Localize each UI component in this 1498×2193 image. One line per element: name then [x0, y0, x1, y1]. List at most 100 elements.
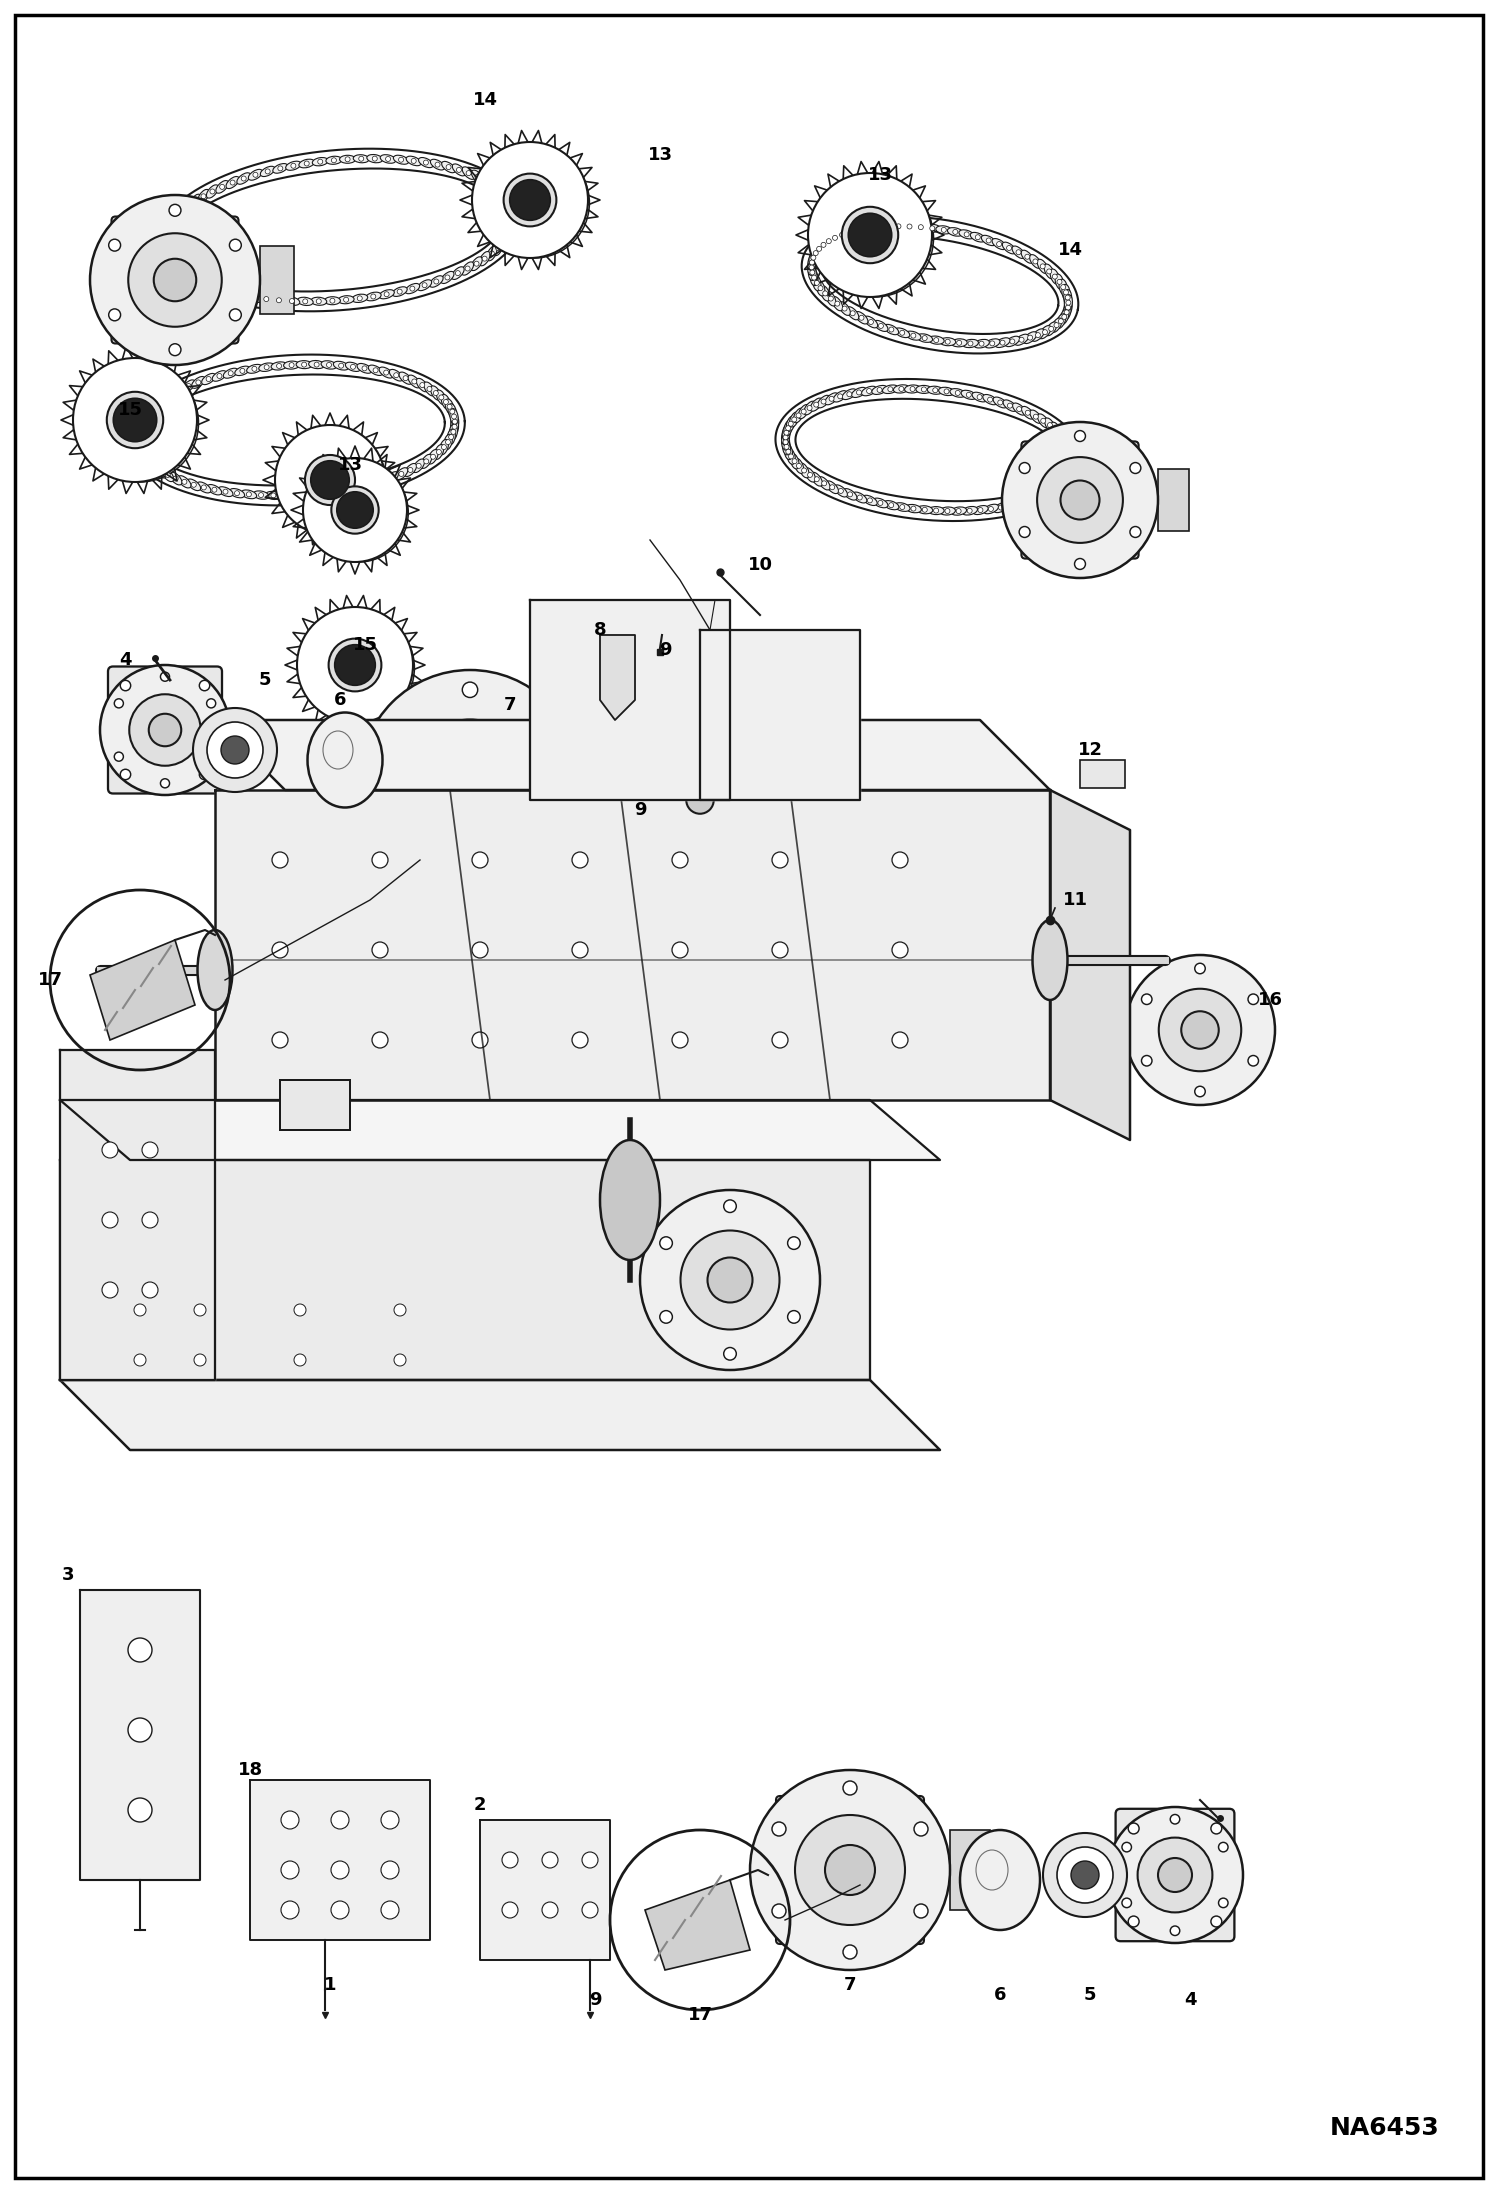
Ellipse shape — [177, 263, 186, 279]
Ellipse shape — [1044, 263, 1055, 279]
Circle shape — [228, 371, 234, 375]
Ellipse shape — [893, 384, 909, 393]
Circle shape — [304, 612, 415, 724]
Ellipse shape — [1044, 419, 1055, 432]
Ellipse shape — [981, 235, 996, 246]
Circle shape — [496, 186, 502, 191]
Ellipse shape — [818, 476, 830, 489]
Ellipse shape — [984, 340, 1001, 349]
Circle shape — [1195, 963, 1206, 974]
Circle shape — [911, 507, 915, 511]
Circle shape — [264, 296, 268, 303]
Circle shape — [807, 471, 812, 478]
Ellipse shape — [807, 254, 816, 270]
Circle shape — [253, 173, 258, 178]
Circle shape — [142, 1283, 157, 1298]
Circle shape — [1059, 432, 1064, 436]
Ellipse shape — [833, 390, 846, 401]
Circle shape — [142, 1213, 157, 1228]
Ellipse shape — [1038, 489, 1050, 502]
Text: 4: 4 — [1183, 1991, 1197, 2009]
Ellipse shape — [169, 471, 181, 485]
Ellipse shape — [325, 296, 340, 305]
FancyBboxPatch shape — [389, 700, 551, 862]
Ellipse shape — [138, 410, 147, 425]
Circle shape — [1008, 502, 1013, 509]
Circle shape — [1062, 314, 1067, 320]
Circle shape — [1170, 1925, 1180, 1936]
Ellipse shape — [202, 373, 216, 384]
Circle shape — [416, 463, 421, 469]
Circle shape — [1071, 1862, 1100, 1888]
Ellipse shape — [398, 373, 412, 384]
Circle shape — [407, 467, 413, 471]
Ellipse shape — [834, 485, 848, 498]
Circle shape — [1028, 336, 1032, 340]
Circle shape — [834, 300, 840, 307]
Circle shape — [815, 281, 819, 285]
Polygon shape — [175, 169, 505, 292]
Text: 13: 13 — [867, 167, 893, 184]
Circle shape — [1137, 1838, 1212, 1912]
Circle shape — [809, 265, 813, 270]
Circle shape — [133, 430, 138, 436]
Ellipse shape — [443, 434, 452, 450]
Circle shape — [294, 1305, 306, 1316]
Circle shape — [1074, 559, 1086, 570]
Ellipse shape — [1029, 410, 1041, 423]
Ellipse shape — [321, 360, 337, 368]
Ellipse shape — [286, 162, 301, 171]
Circle shape — [1025, 410, 1031, 414]
Ellipse shape — [369, 364, 383, 375]
Circle shape — [1052, 274, 1058, 279]
Circle shape — [252, 294, 256, 300]
Circle shape — [142, 456, 147, 461]
Circle shape — [434, 162, 440, 167]
Circle shape — [127, 1717, 151, 1741]
Ellipse shape — [1005, 336, 1020, 346]
Circle shape — [310, 463, 409, 561]
Circle shape — [1061, 480, 1100, 520]
Circle shape — [795, 1816, 905, 1925]
Ellipse shape — [235, 366, 250, 375]
Circle shape — [135, 445, 141, 452]
Ellipse shape — [159, 393, 169, 406]
Circle shape — [866, 388, 872, 393]
Circle shape — [277, 298, 282, 303]
Circle shape — [828, 296, 833, 300]
Circle shape — [1001, 340, 1005, 344]
Circle shape — [1019, 338, 1025, 342]
Ellipse shape — [445, 399, 454, 414]
Ellipse shape — [213, 371, 226, 382]
Ellipse shape — [831, 296, 843, 311]
Circle shape — [968, 509, 972, 513]
Circle shape — [199, 770, 210, 781]
Ellipse shape — [334, 362, 349, 371]
Ellipse shape — [810, 399, 822, 412]
Ellipse shape — [499, 186, 509, 202]
Circle shape — [965, 232, 969, 237]
Circle shape — [306, 454, 355, 504]
Ellipse shape — [927, 386, 944, 395]
Ellipse shape — [1022, 406, 1034, 419]
Circle shape — [1034, 496, 1040, 500]
Bar — [261, 246, 294, 314]
Ellipse shape — [277, 491, 294, 500]
Text: 11: 11 — [1062, 890, 1088, 910]
Ellipse shape — [1037, 259, 1049, 274]
Circle shape — [442, 445, 446, 450]
Circle shape — [380, 1901, 398, 1919]
Circle shape — [572, 853, 589, 868]
Ellipse shape — [328, 487, 343, 496]
Circle shape — [508, 228, 514, 235]
Circle shape — [162, 397, 166, 401]
Ellipse shape — [810, 270, 818, 285]
Ellipse shape — [1013, 246, 1025, 259]
Ellipse shape — [198, 189, 210, 204]
Circle shape — [572, 1033, 589, 1048]
Circle shape — [174, 263, 178, 268]
Ellipse shape — [782, 434, 789, 450]
Ellipse shape — [983, 395, 998, 406]
Circle shape — [1008, 404, 1013, 408]
Circle shape — [867, 498, 872, 502]
